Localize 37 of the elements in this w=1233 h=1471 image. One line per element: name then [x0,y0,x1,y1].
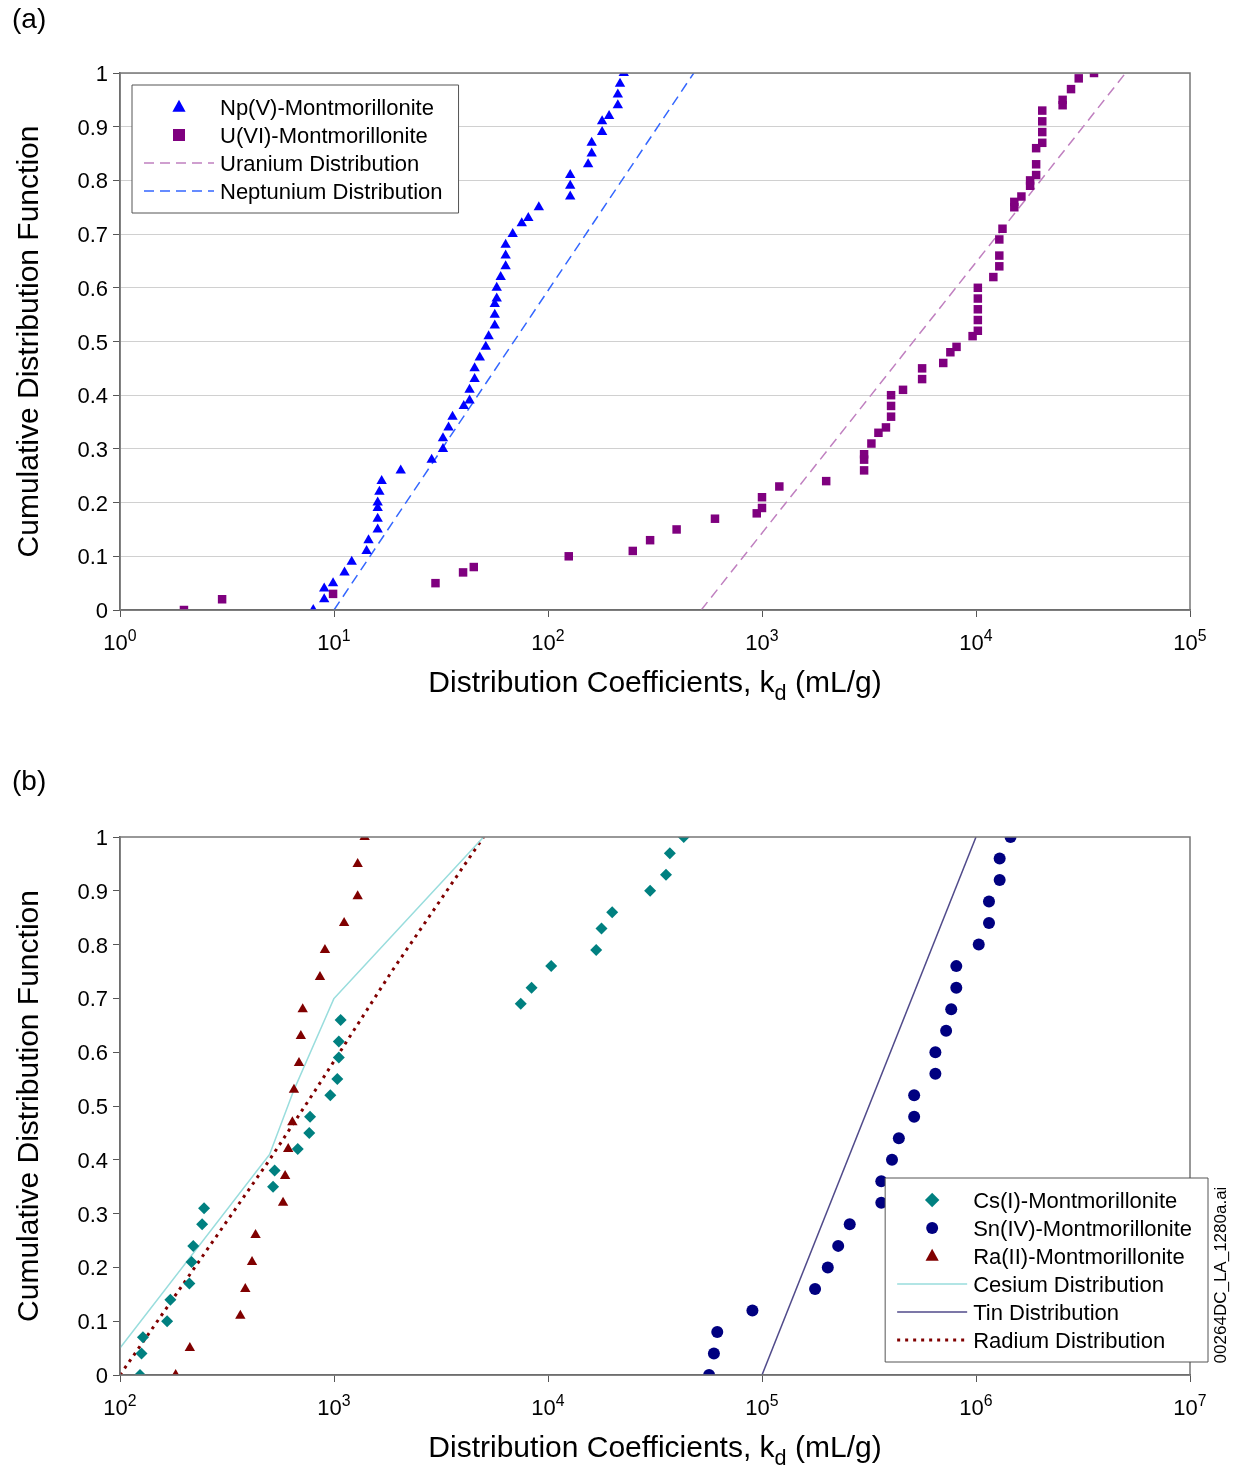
chart-title: (b) [12,765,47,796]
y-tick-label: 0.7 [77,222,109,248]
y-tick-label: 1 [95,61,109,86]
y-tick-label: 0.4 [77,383,109,409]
legend-label: Uranium Distribution [220,151,420,176]
y-tick-label: 0.5 [77,329,109,355]
y-tick-label: 0.1 [77,544,109,570]
legend-label: Ra(II)-Montmorillonite [973,1244,1185,1269]
y-tick-label: 1 [95,825,109,850]
y-tick-label: 0.9 [77,114,109,140]
legend-label: Neptunium Distribution [220,179,443,204]
legend-label: Cs(I)-Montmorillonite [973,1188,1178,1213]
y-tick-label: 0.2 [77,1255,109,1281]
y-tick-label: 0.9 [77,878,109,904]
legend-label: Sn(IV)-Montmorillonite [973,1216,1192,1241]
y-tick-label: 0 [95,598,109,623]
y-tick-label: 0.8 [77,932,109,958]
y-tick-label: 0.8 [77,168,109,194]
y-tick-label: 0.2 [77,490,109,516]
y-axis-title: Cumulative Distribution Function [11,125,44,558]
y-tick-label: 0.3 [77,436,109,462]
y-axis-title: Cumulative Distribution Function [11,890,44,1322]
y-tick-label: 0.4 [77,1147,109,1173]
legend-label: Cesium Distribution [973,1272,1164,1297]
chart-title: (a) [12,3,47,34]
legend-label: Np(V)-Montmorillonite [220,95,434,120]
text: 00264DC_LA_1280a.ai [1211,1186,1230,1364]
legend-label: Tin Distribution [973,1300,1120,1325]
legend-label: Radium Distribution [973,1328,1166,1353]
legend-label: U(VI)-Montmorillonite [220,123,428,148]
y-tick-label: 0 [95,1363,109,1388]
y-tick-label: 0.1 [77,1309,109,1335]
y-tick-label: 0.5 [77,1094,109,1119]
y-tick-label: 0.7 [77,986,109,1012]
y-tick-label: 0.3 [77,1201,109,1227]
y-tick-label: 0.6 [77,1040,109,1066]
y-tick-label: 0.6 [77,275,109,301]
